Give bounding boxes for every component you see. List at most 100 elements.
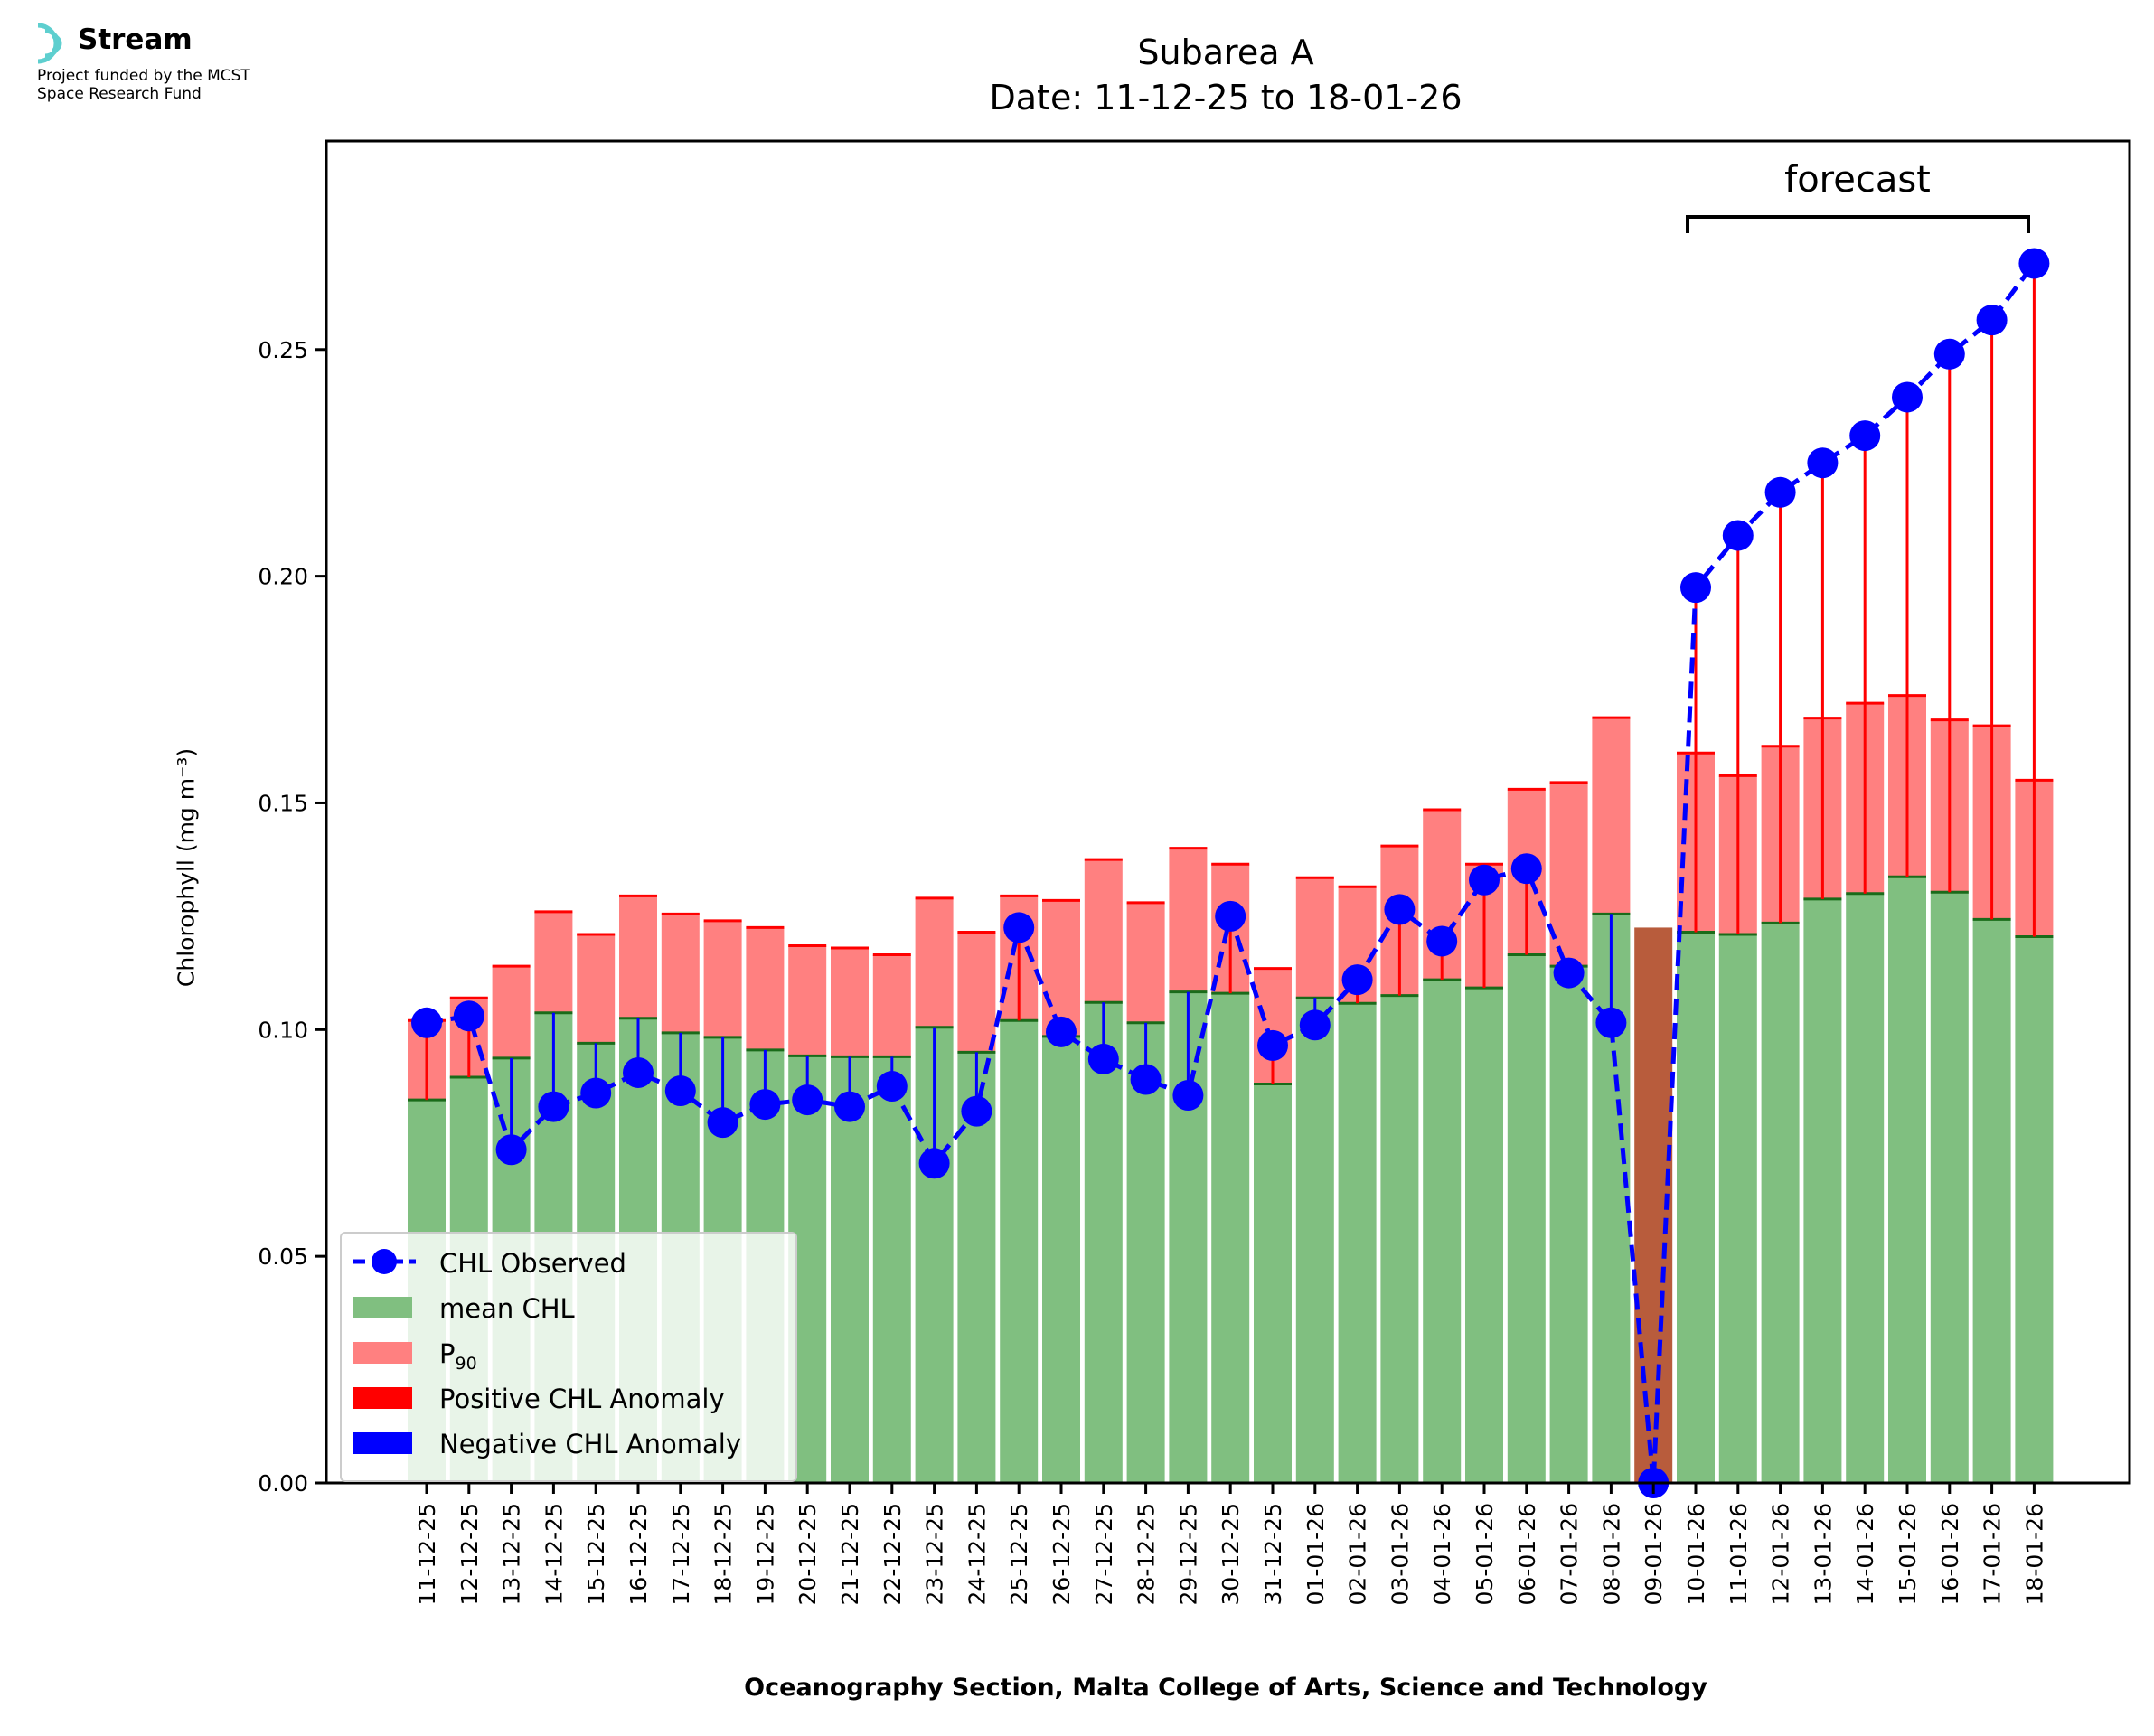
legend-p90-label: P90 <box>439 1338 477 1374</box>
legend-mean-label: mean CHL <box>439 1293 575 1324</box>
p90-bar <box>703 920 742 1037</box>
axes-layer: 0.00 0.05 0.10 0.15 0.20 0.25 11-12-25 12-12-25… <box>258 139 2131 1605</box>
plot-frame <box>325 139 2131 1485</box>
mean-bar <box>831 1056 869 1483</box>
x-tick-label: 06-01-26 <box>1514 1503 1540 1605</box>
legend: CHL Observed mean CHL P90 Positive CHL A… <box>340 1232 797 1482</box>
p90-bar <box>1592 718 1631 915</box>
observed-point <box>1130 1064 1162 1095</box>
x-tick-label: 18-01-26 <box>2021 1503 2047 1605</box>
mean-bar <box>1465 988 1503 1483</box>
p90-bar <box>492 966 531 1058</box>
x-tick-label: 20-12-25 <box>795 1503 821 1605</box>
observed-point <box>1933 338 1965 370</box>
p90-bar <box>788 945 827 1056</box>
p90-bar <box>831 948 869 1057</box>
forecast-label: forecast <box>1784 159 1931 201</box>
observed-point <box>1680 572 1711 604</box>
observed-point <box>749 1089 781 1121</box>
legend-item-p90: P90 <box>353 1335 795 1374</box>
x-tick-label: 11-12-25 <box>414 1503 440 1605</box>
p90-bar <box>1084 859 1123 1003</box>
observed-point <box>1341 964 1373 996</box>
mean-bar <box>1254 1084 1292 1483</box>
y-tick-label: 0.20 <box>258 564 308 590</box>
x-tick-label: 24-12-25 <box>964 1503 990 1605</box>
observed-point <box>1426 925 1458 957</box>
x-axis-label: Oceanography Section, Malta College of A… <box>744 1674 1707 1702</box>
observed-point <box>2018 248 2050 279</box>
x-tick-label: 12-01-26 <box>1768 1503 1794 1605</box>
x-tick-label: 14-12-25 <box>541 1503 567 1605</box>
observed-point <box>1510 853 1542 885</box>
legend-item-mean: mean CHL <box>353 1290 795 1326</box>
x-tick-label: 05-01-26 <box>1472 1503 1498 1605</box>
forecast-bracket-line <box>1686 215 2030 233</box>
legend-item-positive: Positive CHL Anomaly <box>353 1380 795 1416</box>
mean-bar <box>1507 954 1546 1483</box>
x-tick-label: 10-01-26 <box>1683 1503 1709 1605</box>
x-tick-label: 12-12-25 <box>456 1503 483 1605</box>
mean-bar <box>1000 1020 1039 1483</box>
p90-bar <box>1295 877 1334 999</box>
p90-bar <box>746 927 785 1050</box>
observed-point <box>1469 864 1500 896</box>
observed-point <box>1849 420 1881 452</box>
mean-bar <box>1803 898 1842 1483</box>
y-tick-label: 0.15 <box>258 790 308 816</box>
observed-point <box>1172 1080 1204 1112</box>
mean-bar <box>1972 919 2011 1483</box>
mean-bar <box>1126 1022 1165 1483</box>
y-tick-label: 0.00 <box>258 1470 308 1497</box>
x-tick-label: 01-01-26 <box>1303 1503 1329 1605</box>
p90-bar <box>1549 782 1588 967</box>
logo-funding-line2: Space Research Fund <box>37 85 202 103</box>
legend-negative-swatch <box>353 1432 412 1454</box>
x-tick-label: 18-12-25 <box>710 1503 737 1605</box>
observed-point <box>1553 957 1585 989</box>
p90-bar <box>1042 900 1080 1037</box>
observed-point <box>1384 894 1416 925</box>
legend-p90-swatch <box>353 1342 412 1364</box>
x-tick-label: 07-01-26 <box>1557 1503 1583 1605</box>
x-tick-label: 13-01-26 <box>1810 1503 1836 1605</box>
observed-point <box>664 1075 696 1107</box>
x-tick-label: 13-12-25 <box>499 1503 525 1605</box>
x-tick-label: 26-12-25 <box>1049 1503 1075 1605</box>
observed-point <box>495 1134 527 1166</box>
observed-point <box>1892 381 1923 413</box>
x-tick-label: 25-12-25 <box>1006 1503 1032 1605</box>
mean-bar <box>1930 892 1969 1483</box>
x-tick-label: 22-12-25 <box>879 1503 906 1605</box>
x-tick-label: 29-12-25 <box>1175 1503 1201 1605</box>
observed-point <box>1595 1007 1627 1038</box>
observed-point <box>792 1084 823 1116</box>
observed-point <box>1764 476 1796 508</box>
mean-bar <box>1423 980 1462 1483</box>
y-tick-label: 0.10 <box>258 1017 308 1043</box>
anomaly-layer <box>425 263 2036 1164</box>
legend-positive-label: Positive CHL Anomaly <box>439 1384 725 1414</box>
forecast-bracket: forecast <box>1686 159 2030 233</box>
mean-bar <box>1338 1003 1377 1483</box>
x-tick-label: 21-12-25 <box>837 1503 863 1605</box>
mean-bar <box>1761 923 1800 1483</box>
x-tick-label: 14-01-26 <box>1852 1503 1878 1605</box>
stream-logo-icon <box>37 23 62 64</box>
observed-point <box>707 1107 738 1139</box>
y-axis-label: Chlorophyll (mg m⁻³) <box>173 747 200 988</box>
x-tick-label: 16-12-25 <box>626 1503 652 1605</box>
observed-point <box>1046 1016 1077 1047</box>
x-tick-label: 08-01-26 <box>1598 1503 1624 1605</box>
observed-point <box>453 1000 484 1032</box>
legend-observed-marker <box>353 1249 416 1274</box>
observed-point <box>1257 1029 1288 1061</box>
p90-bar <box>872 954 911 1057</box>
mean-bar <box>1042 1036 1080 1483</box>
x-tick-label: 28-12-25 <box>1133 1503 1160 1605</box>
observed-point <box>411 1007 442 1038</box>
chart-title: Subarea A <box>1137 33 1314 72</box>
x-tick-label: 27-12-25 <box>1091 1503 1117 1605</box>
observed-point <box>1722 520 1754 551</box>
y-tick-label: 0.05 <box>258 1243 308 1270</box>
